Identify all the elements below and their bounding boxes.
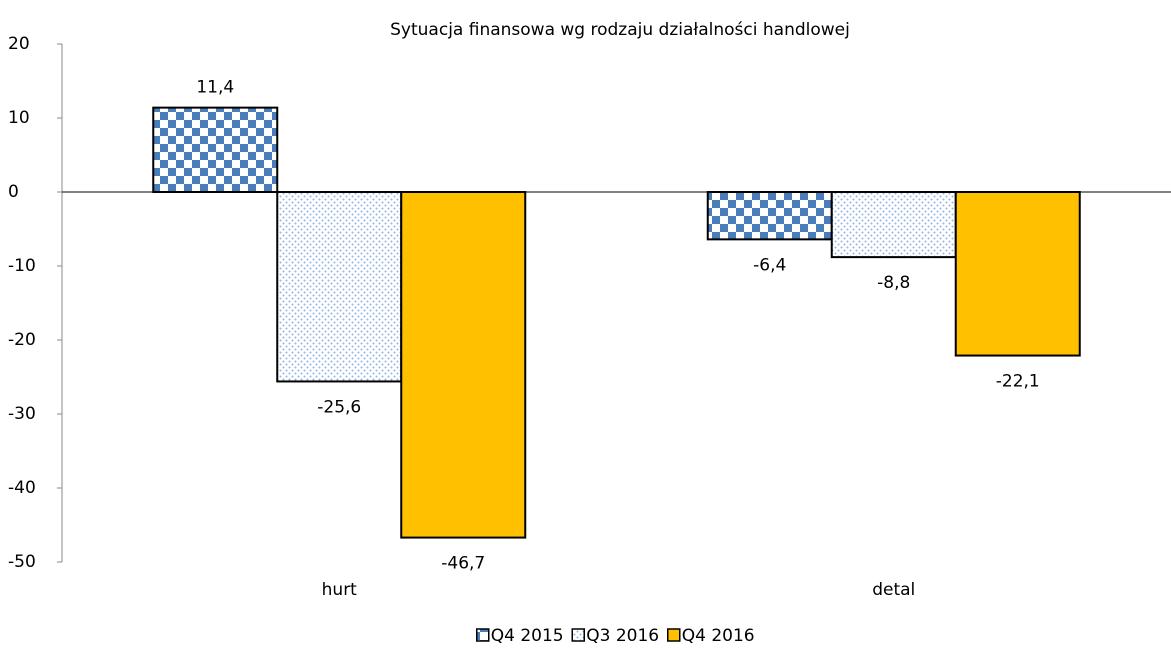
legend-label: Q4 2016: [682, 626, 755, 646]
y-tick-label: 0: [8, 182, 19, 202]
value-label: -22,1: [996, 372, 1040, 392]
x-tick-label: detal: [872, 580, 915, 600]
y-tick-label: 10: [8, 108, 30, 128]
value-label: -6,4: [753, 255, 786, 275]
bar: [706, 191, 833, 241]
legend-label: Q4 2015: [491, 626, 564, 646]
legend-swatch: [476, 628, 490, 642]
bar: [954, 191, 1081, 357]
x-tick-label: hurt: [322, 580, 358, 600]
value-label: -46,7: [441, 554, 485, 574]
bar: [152, 106, 279, 193]
value-label: -25,6: [317, 397, 361, 417]
y-tick-label: -40: [8, 478, 36, 498]
y-tick-label: -50: [8, 552, 36, 572]
bar: [276, 191, 403, 383]
y-tick-label: -20: [8, 330, 36, 350]
value-label: -8,8: [877, 273, 910, 293]
y-tick-label: -30: [8, 404, 36, 424]
chart-title: Sytuacja finansowa wg rodzaju działalnoś…: [390, 20, 850, 40]
legend-label: Q3 2016: [586, 626, 659, 646]
value-label: 11,4: [196, 78, 234, 98]
bar: [830, 191, 957, 259]
y-tick-label: 20: [8, 34, 30, 54]
legend-swatch: [667, 628, 681, 642]
y-tick-label: -10: [8, 256, 36, 276]
bar: [400, 191, 527, 539]
legend-swatch: [571, 628, 585, 642]
